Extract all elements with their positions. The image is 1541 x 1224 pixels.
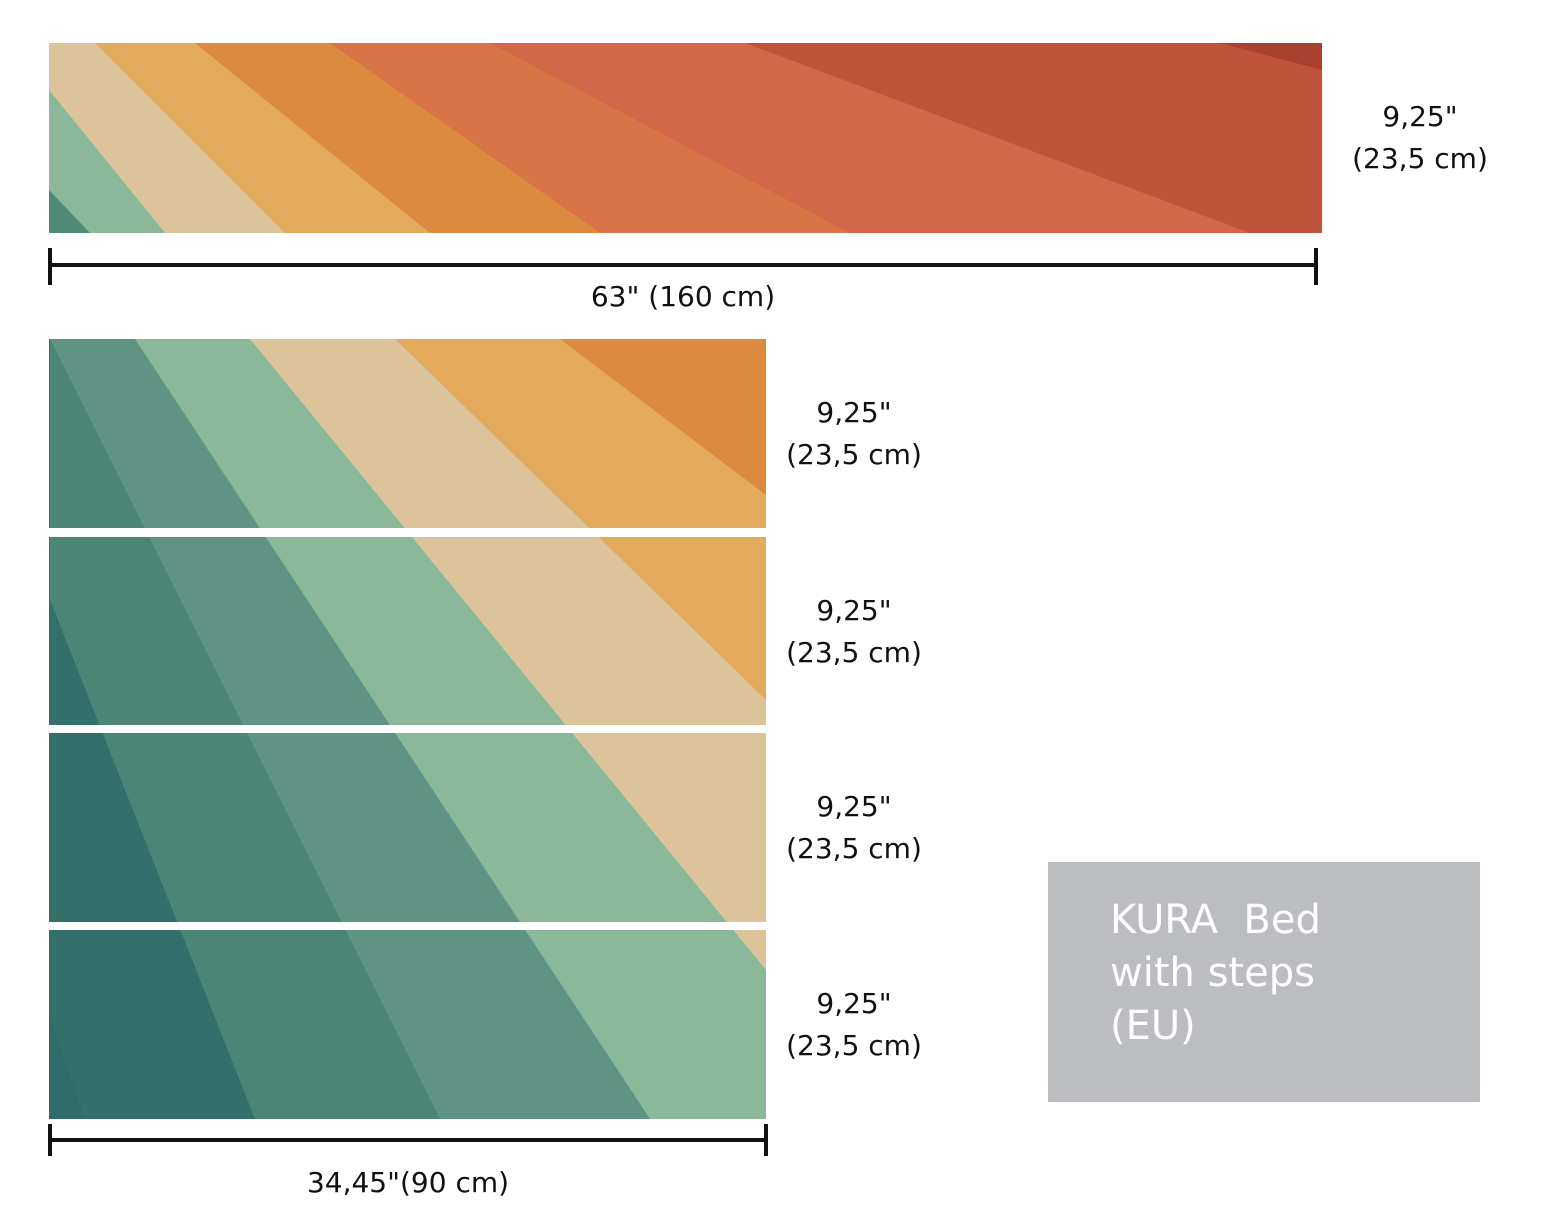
height-label: 9,25" — [816, 987, 891, 1020]
height-label: (23,5 cm) — [786, 438, 922, 471]
width-label: 34,45"(90 cm) — [307, 1166, 509, 1199]
height-label: 9,25" — [816, 594, 891, 627]
product-label: KURA Bed — [1110, 897, 1321, 943]
step-labels: 9,25" (23,5 cm) 9,25" (23,5 cm) 9,25" (23,5 c… — [786, 396, 922, 1062]
product-label: (EU) — [1110, 1003, 1196, 1049]
height-label: (23,5 cm) — [786, 832, 922, 865]
height-label: 9,25" — [816, 790, 891, 823]
steps-dimension — [48, 1124, 768, 1156]
product-label: with steps — [1110, 950, 1315, 996]
height-label: (23,5 cm) — [786, 636, 922, 669]
step-panels — [49, 339, 766, 1119]
height-label: 9,25" — [1382, 100, 1457, 133]
height-label: (23,5 cm) — [786, 1029, 922, 1062]
height-label: 9,25" — [816, 396, 891, 429]
width-label: 63" (160 cm) — [591, 280, 775, 313]
top-dimension — [48, 248, 1318, 285]
height-label: (23,5 cm) — [1352, 142, 1488, 175]
top-panel — [49, 43, 1322, 233]
product-box — [1048, 862, 1480, 1102]
